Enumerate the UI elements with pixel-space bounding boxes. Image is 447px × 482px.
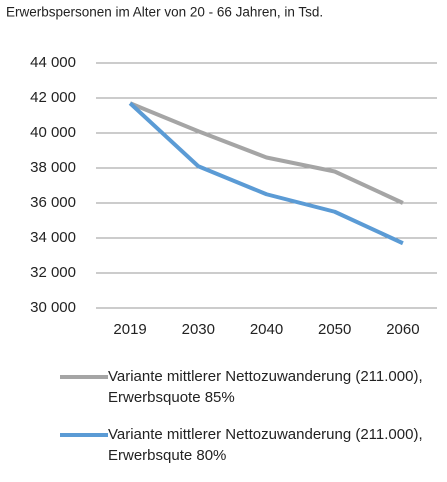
y-tick-label: 38 000 — [30, 159, 76, 176]
chart-title: Erwerbspersonen im Alter von 20 - 66 Jah… — [6, 5, 323, 20]
y-tick-label: 36 000 — [30, 194, 76, 211]
chart: Erwerbspersonen im Alter von 20 - 66 Jah… — [6, 5, 437, 338]
x-tick-label: 2050 — [318, 321, 351, 338]
legend-label: Variante mittlerer Nettozuwanderung (211… — [108, 426, 423, 464]
legend-item: Variante mittlerer Nettozuwanderung (211… — [60, 424, 440, 466]
x-tick-label: 2060 — [386, 321, 419, 338]
series-line — [129, 101, 404, 205]
series-line — [128, 101, 404, 246]
legend: Variante mittlerer Nettozuwanderung (211… — [60, 366, 440, 482]
x-tick-label: 2040 — [250, 321, 283, 338]
page: Erwerbspersonen im Alter von 20 - 66 Jah… — [6, 4, 437, 464]
legend-swatch — [60, 375, 108, 379]
legend-label: Variante mittlerer Nettozuwanderung (211… — [108, 368, 423, 406]
y-tick-label: 30 000 — [30, 299, 76, 316]
x-tick-label: 2019 — [113, 321, 146, 338]
legend-item: Variante mittlerer Nettozuwanderung (211… — [60, 366, 440, 408]
x-tick-label: 2030 — [182, 321, 215, 338]
y-tick-label: 42 000 — [30, 89, 76, 106]
y-tick-label: 32 000 — [30, 264, 76, 281]
legend-swatch — [60, 433, 108, 437]
y-tick-label: 34 000 — [30, 229, 76, 246]
y-tick-label: 44 000 — [30, 54, 76, 71]
y-tick-label: 40 000 — [30, 124, 76, 141]
